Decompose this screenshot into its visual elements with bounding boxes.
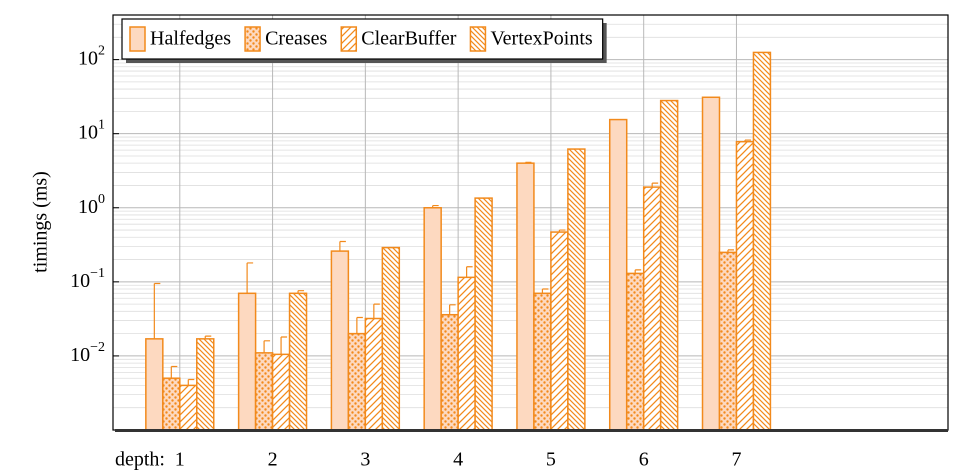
error-bar [170, 365, 178, 379]
legend: Halfedges Creases ClearBuffer VertexPoints [121, 18, 607, 63]
error-bar [187, 378, 195, 386]
bar [364, 317, 384, 431]
y-tick-label: 101 [78, 118, 105, 143]
bar [237, 292, 257, 431]
bar [474, 197, 493, 431]
error-bar [541, 288, 549, 294]
error-bar [263, 340, 271, 353]
legend-swatch [244, 26, 261, 52]
bar [271, 353, 291, 431]
bar [752, 51, 772, 431]
y-tick-label: 100 [78, 192, 105, 217]
error-bar [727, 249, 734, 253]
bar [567, 148, 586, 431]
bar [254, 352, 274, 431]
x-tick-label: 3 [360, 449, 370, 471]
error-bar [524, 161, 532, 164]
bar [533, 292, 552, 431]
bar [735, 140, 755, 431]
bar [608, 118, 628, 431]
x-axis-label: depth: [115, 449, 165, 471]
bar [516, 162, 535, 431]
x-tick-label: 6 [639, 449, 649, 471]
y-tick-label: 10−2 [70, 340, 105, 365]
bar [179, 384, 198, 431]
bar [145, 338, 164, 431]
bar [347, 332, 367, 431]
legend-swatch [469, 26, 487, 52]
error-bar [466, 266, 473, 278]
bar [423, 207, 442, 431]
error-bar [634, 269, 642, 274]
x-tick-label: 7 [731, 449, 741, 471]
error-bar [449, 304, 456, 315]
error-bar [432, 204, 439, 208]
x-tick-label: 4 [453, 449, 463, 471]
error-bar [356, 316, 363, 334]
y-axis-label: timings (ms) [30, 171, 52, 273]
bar [642, 186, 662, 431]
error-bar [339, 240, 346, 252]
legend-label: VertexPoints [490, 28, 592, 50]
bar [162, 377, 181, 431]
legend-label: Halfedges [150, 28, 231, 50]
axis-shadow [115, 429, 948, 432]
legend-swatch [340, 26, 358, 52]
bar [196, 338, 215, 431]
error-bar [204, 335, 212, 339]
bar [659, 99, 679, 431]
bar [381, 246, 401, 431]
error-bar [297, 290, 305, 294]
bar [550, 231, 569, 431]
bar [288, 292, 308, 431]
error-bar [651, 182, 659, 188]
legend-label: Creases [265, 28, 327, 50]
error-bar [744, 139, 751, 142]
error-bar [246, 262, 254, 294]
legend-box [121, 18, 604, 60]
error-bar [373, 303, 380, 319]
legend-label: ClearBuffer [361, 28, 456, 50]
error-bar [280, 336, 288, 355]
bar [457, 276, 476, 431]
bar [701, 96, 721, 431]
error-bar [153, 282, 161, 339]
x-tick-label: 1 [175, 449, 185, 471]
bar [718, 251, 738, 431]
bar [625, 272, 645, 431]
legend-swatch [129, 26, 146, 52]
y-tick-label: 10−1 [70, 266, 105, 291]
bar [330, 250, 350, 431]
y-tick-label: 102 [78, 44, 105, 69]
bar [440, 313, 459, 431]
x-tick-label: 2 [268, 449, 278, 471]
x-tick-label: 5 [546, 449, 556, 471]
error-bar [558, 229, 566, 233]
